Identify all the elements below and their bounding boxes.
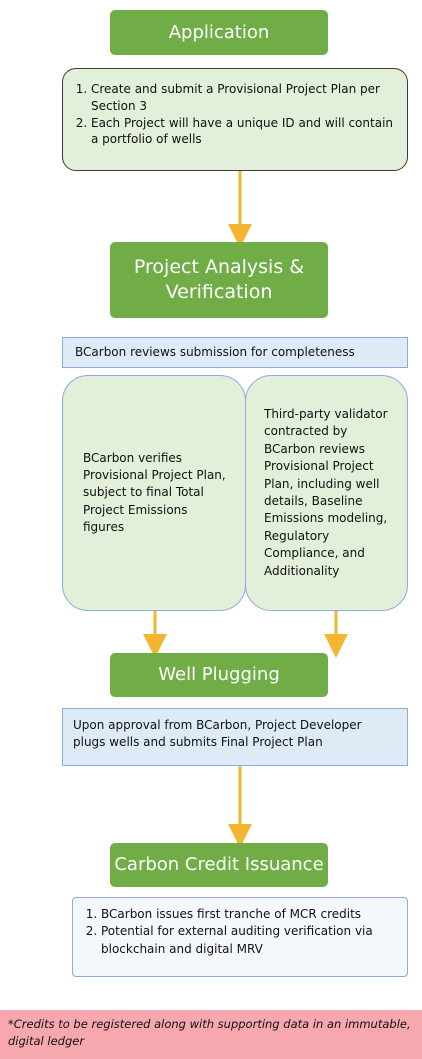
stage-title: Carbon Credit Issuance <box>110 843 328 887</box>
list-item: Potential for external auditing verifica… <box>101 923 397 958</box>
footnote: *Credits to be registered along with sup… <box>0 1010 422 1059</box>
list-item: Each Project will have a unique ID and w… <box>91 115 397 149</box>
right-detail: Third-party validator contracted by BCar… <box>245 375 408 611</box>
step-details: BCarbon issues first tranche of MCR cred… <box>72 897 408 977</box>
step-details: Create and submit a Provisional Project … <box>62 68 408 171</box>
list-item: BCarbon issues first tranche of MCR cred… <box>101 906 397 923</box>
stage-title: Project Analysis & Verification <box>110 242 328 318</box>
list-item: Create and submit a Provisional Project … <box>91 81 397 115</box>
left-detail: BCarbon verifies Provisional Project Pla… <box>62 375 246 611</box>
stage-title: Application <box>110 10 328 55</box>
summary: BCarbon reviews submission for completen… <box>62 337 408 368</box>
summary: Upon approval from BCarbon, Project Deve… <box>62 708 408 766</box>
text: BCarbon verifies Provisional Project Pla… <box>83 450 226 535</box>
text: Third-party validator contracted by BCar… <box>264 407 388 578</box>
stage-title: Well Plugging <box>110 653 328 697</box>
